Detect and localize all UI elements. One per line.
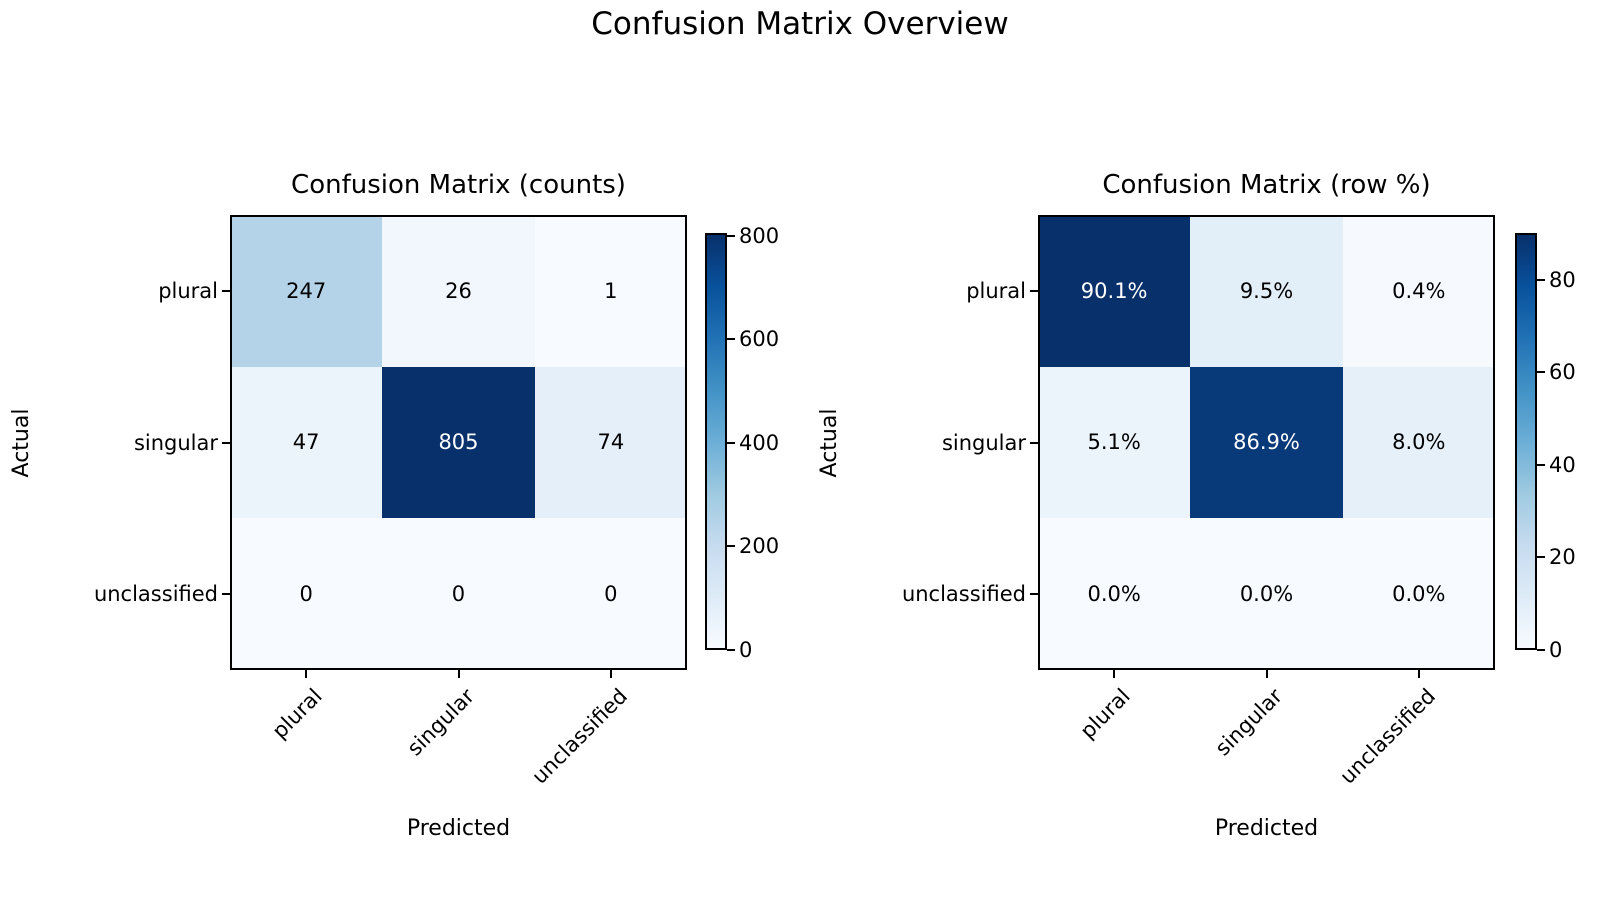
heatmap-cell: 1 [534,215,687,367]
x-tick-mark [305,670,308,678]
x-tick-mark [457,670,460,678]
y-tick-mark [1030,441,1038,444]
colorbar-tick-label: 60 [1549,360,1576,385]
x-tick-label: plural [1075,684,1136,744]
x-tick-label: unclassified [527,684,632,789]
heatmap-cell: 0.0% [1038,518,1191,670]
x-tick-mark [1113,670,1116,678]
colorbar [705,233,727,650]
colorbar-tick-label: 0 [739,638,753,662]
colorbar-tick-mark [1537,556,1545,559]
colorbar-tick-mark [1537,371,1545,374]
x-tick-label: singular [1211,684,1288,761]
y-tick-label: unclassified [93,582,218,607]
y-tick-mark [222,593,230,596]
y-tick-label: plural [966,278,1026,303]
colorbar-tick-label: 200 [739,534,780,559]
heatmap-cell: 0.4% [1342,215,1495,367]
x-tick-mark [609,670,612,678]
x-tick-mark [1265,670,1268,678]
panel-title: Confusion Matrix (row %) [1102,170,1431,200]
heatmap-cell: 0 [382,518,535,670]
ylabel: Actual [817,408,842,477]
colorbar-tick-label: 600 [739,327,780,352]
colorbar-tick-mark [727,234,735,237]
heatmap-cell: 0 [230,518,383,670]
colorbar-tick-mark [727,441,735,444]
heatmap-cell: 74 [534,366,687,519]
y-tick-label: singular [941,430,1026,455]
y-tick-label: singular [133,430,218,455]
colorbar-tick-mark [727,545,735,548]
heatmap-cell: 86.9% [1190,366,1343,519]
panel-title: Confusion Matrix (counts) [291,170,626,200]
heatmap-grid: 247 26 1 47 805 74 0 0 0 [230,215,687,670]
x-tick-label: plural [267,684,328,744]
heatmap-cell: 9.5% [1190,215,1343,367]
colorbar-tick-label: 400 [739,430,780,455]
x-tick-label: singular [403,684,480,761]
colorbar-tick-mark [1537,463,1545,466]
heatmap-cell: 26 [382,215,535,367]
colorbar-tick-label: 800 [739,223,780,248]
xlabel: Predicted [406,816,511,841]
heatmap-cell: 0.0% [1190,518,1343,670]
ylabel: Actual [9,408,34,477]
heatmap-cell: 247 [230,215,383,367]
colorbar-tick-mark [727,338,735,341]
colorbar-tick-label: 20 [1549,545,1576,570]
colorbar [1515,233,1537,650]
xlabel: Predicted [1214,816,1319,841]
y-tick-mark [1030,593,1038,596]
heatmap-cell: 90.1% [1038,215,1191,367]
heatmap-cell: 5.1% [1038,366,1191,519]
heatmap-cell: 0.0% [1342,518,1495,670]
y-tick-mark [222,289,230,292]
y-tick-mark [1030,289,1038,292]
y-tick-label: plural [158,278,218,303]
heatmap-cell: 47 [230,366,383,519]
heatmap-cell: 805 [382,366,535,519]
figure-title: Confusion Matrix Overview [591,6,1009,42]
x-tick-label: unclassified [1335,684,1440,789]
x-tick-mark [1417,670,1420,678]
colorbar-tick-mark [1537,649,1545,651]
colorbar-tick-label: 0 [1549,638,1563,662]
colorbar-tick-mark [727,649,735,651]
y-tick-label: unclassified [901,582,1026,607]
colorbar-tick-label: 80 [1549,267,1576,292]
heatmap-cell: 0 [534,518,687,670]
y-tick-mark [222,441,230,444]
colorbar-tick-mark [1537,278,1545,281]
heatmap-grid: 90.1% 9.5% 0.4% 5.1% 86.9% 8.0% 0.0% 0.0% 0.0% [1038,215,1495,670]
colorbar-tick-label: 40 [1549,452,1576,477]
heatmap-cell: 8.0% [1342,366,1495,519]
